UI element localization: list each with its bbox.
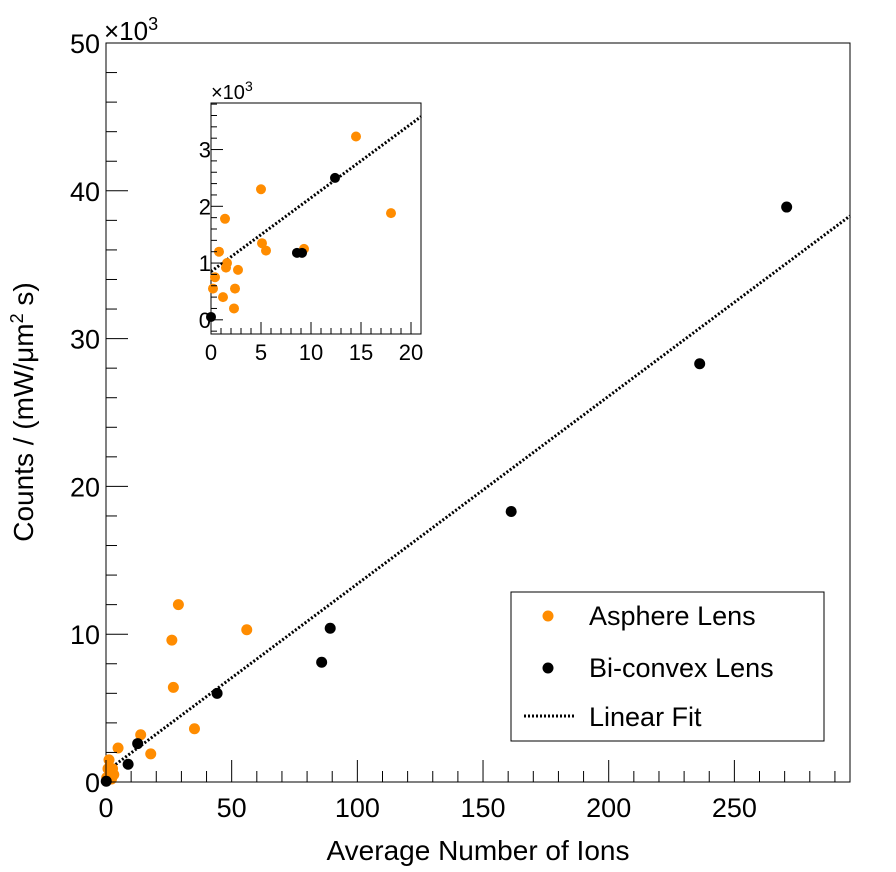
asphere-lens-point xyxy=(135,729,147,741)
inset-plot-frame xyxy=(210,102,422,335)
y-axis-title-end: s) xyxy=(8,282,39,313)
bi-convex-lens-point xyxy=(324,622,336,634)
inset-y-tick-label: 0 xyxy=(199,308,211,333)
x-tick-label: 0 xyxy=(98,793,113,823)
inset-asphere-lens-point xyxy=(218,292,228,303)
inset-y-tick-label: 3 xyxy=(199,138,211,163)
y-exponent-base: ×10 xyxy=(104,16,148,46)
bi-convex-lens-point xyxy=(505,506,517,518)
y-axis-title-sup: 2 xyxy=(7,313,27,323)
y-tick-label: 40 xyxy=(70,177,100,207)
asphere-lens-point xyxy=(241,624,253,636)
x-tick-label: 200 xyxy=(586,793,631,823)
inset-y-exponent-base: ×10 xyxy=(211,82,245,104)
legend-label-asphere: Asphere Lens xyxy=(589,601,756,631)
legend-marker-biconvex xyxy=(542,662,554,674)
bi-convex-lens-point xyxy=(211,687,223,699)
asphere-lens-point xyxy=(172,599,184,611)
inset-asphere-lens-point xyxy=(386,208,396,219)
asphere-lens-point xyxy=(145,748,157,760)
bi-convex-lens-point xyxy=(694,358,706,370)
y-tick-label: 10 xyxy=(70,620,100,650)
y-tick-label: 20 xyxy=(70,472,100,502)
y-tick-label: 30 xyxy=(70,325,100,355)
bi-convex-lens-point xyxy=(122,758,134,770)
inset-linear-fit-line xyxy=(210,115,422,273)
y-tick-label: 50 xyxy=(70,29,100,59)
y-exponent-label: ×103 xyxy=(104,14,158,46)
y-tick-label: 0 xyxy=(85,768,100,798)
bi-convex-lens-point xyxy=(132,738,144,750)
legend-marker-asphere xyxy=(542,610,554,622)
bi-convex-lens-point xyxy=(781,201,793,213)
inset-y-tick-label: 1 xyxy=(199,251,211,276)
inset-plot: 0 5 10 15 20 0 1 2 3 xyxy=(199,102,423,365)
asphere-lens-point xyxy=(167,681,179,693)
inset-asphere-lens-point xyxy=(210,272,220,283)
inset-x-tick-label: 5 xyxy=(255,340,267,365)
inset-asphere-lens-point xyxy=(214,246,224,257)
legend: Asphere Lens Bi-convex Lens Linear Fit xyxy=(510,591,825,742)
asphere-lens-point xyxy=(166,634,178,646)
inset-bi-convex-lens-point xyxy=(297,247,307,258)
x-tick-label: 100 xyxy=(335,793,380,823)
inset-asphere-lens-point xyxy=(229,303,239,314)
inset-asphere-lens-point xyxy=(222,258,232,269)
x-tick-label: 250 xyxy=(712,793,757,823)
x-tick-label: 150 xyxy=(460,793,505,823)
legend-label-linear-fit: Linear Fit xyxy=(589,702,702,732)
inset-x-tick-label: 10 xyxy=(299,340,323,365)
inset-asphere-lens-point xyxy=(351,131,361,142)
inset-x-tick-label: 0 xyxy=(205,340,217,365)
inset-y-exponent-power: 3 xyxy=(245,78,253,94)
bi-convex-lens-point xyxy=(316,656,328,668)
inset-y-tick-label: 2 xyxy=(199,194,211,219)
inset-asphere-lens-point xyxy=(261,245,271,256)
y-axis-title-main: Counts / (mW/μm xyxy=(8,323,39,541)
asphere-lens-point xyxy=(112,742,124,754)
inset-asphere-lens-point xyxy=(208,283,218,294)
inset-x-tick-label: 15 xyxy=(349,340,373,365)
inset-asphere-lens-point xyxy=(257,238,267,249)
x-axis-title: Average Number of Ions xyxy=(327,835,630,866)
inset-asphere-lens-point xyxy=(220,213,230,224)
inset-asphere-lens-point xyxy=(233,264,243,275)
inset-x-tick-label: 20 xyxy=(399,340,423,365)
inset-bi-convex-lens-point xyxy=(330,172,340,183)
asphere-lens-point xyxy=(188,723,200,735)
asphere-lens-point xyxy=(108,769,120,781)
inset-y-exponent-label: ×103 xyxy=(211,78,253,104)
linear-fit-line xyxy=(105,214,851,773)
legend-label-biconvex: Bi-convex Lens xyxy=(589,653,774,683)
y-exponent-power: 3 xyxy=(148,14,158,34)
x-tick-label: 50 xyxy=(217,793,247,823)
inset-asphere-lens-point xyxy=(256,184,266,195)
inset-asphere-lens-point xyxy=(230,283,240,294)
y-axis-title: Counts / (mW/μm2 s) xyxy=(7,282,39,542)
legend-box xyxy=(510,591,825,742)
